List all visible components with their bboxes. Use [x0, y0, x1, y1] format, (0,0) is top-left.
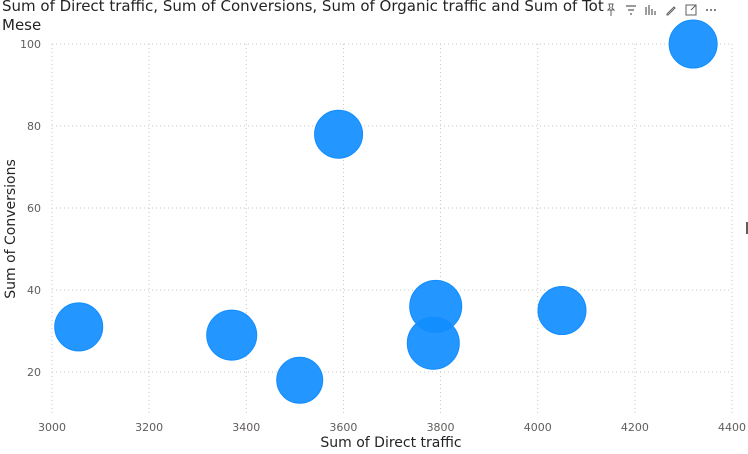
bubble-point[interactable]: [54, 302, 104, 352]
x-tick-label: 4400: [718, 421, 746, 434]
bubble-point[interactable]: [206, 309, 258, 361]
bubble-point[interactable]: [406, 316, 460, 370]
x-tick-label: 3800: [427, 421, 455, 434]
y-tick-label: 20: [27, 366, 41, 379]
visual-header-toolbar: [604, 3, 718, 17]
pin-icon[interactable]: [604, 3, 618, 17]
focus-mode-icon[interactable]: [684, 3, 698, 17]
y-axis-title: Sum of Conversions: [3, 159, 19, 299]
x-tick-label: 4000: [524, 421, 552, 434]
x-tick-label: 3600: [329, 421, 357, 434]
x-axis-title: Sum of Direct traffic: [320, 435, 461, 451]
bubble-point[interactable]: [668, 19, 718, 69]
bubble-point[interactable]: [537, 286, 587, 335]
format-icon[interactable]: [664, 3, 678, 17]
y-tick-label: 60: [27, 202, 41, 215]
x-tick-label: 3000: [38, 421, 66, 434]
x-tick-label: 3400: [232, 421, 260, 434]
bubble-point[interactable]: [314, 109, 364, 159]
filter-icon[interactable]: [624, 3, 638, 17]
bubble-point[interactable]: [276, 356, 324, 404]
chart-title: Sum of Direct traffic, Sum of Conversion…: [2, 0, 604, 34]
y-tick-label: 80: [27, 120, 41, 133]
y-tick-label: 100: [20, 38, 41, 51]
x-tick-label: 3200: [135, 421, 163, 434]
y-tick-label: 40: [27, 284, 41, 297]
chart-type-icon[interactable]: [644, 3, 658, 17]
x-tick-label: 4200: [621, 421, 649, 434]
resize-grip[interactable]: [746, 222, 748, 234]
more-options-icon[interactable]: [704, 3, 718, 17]
